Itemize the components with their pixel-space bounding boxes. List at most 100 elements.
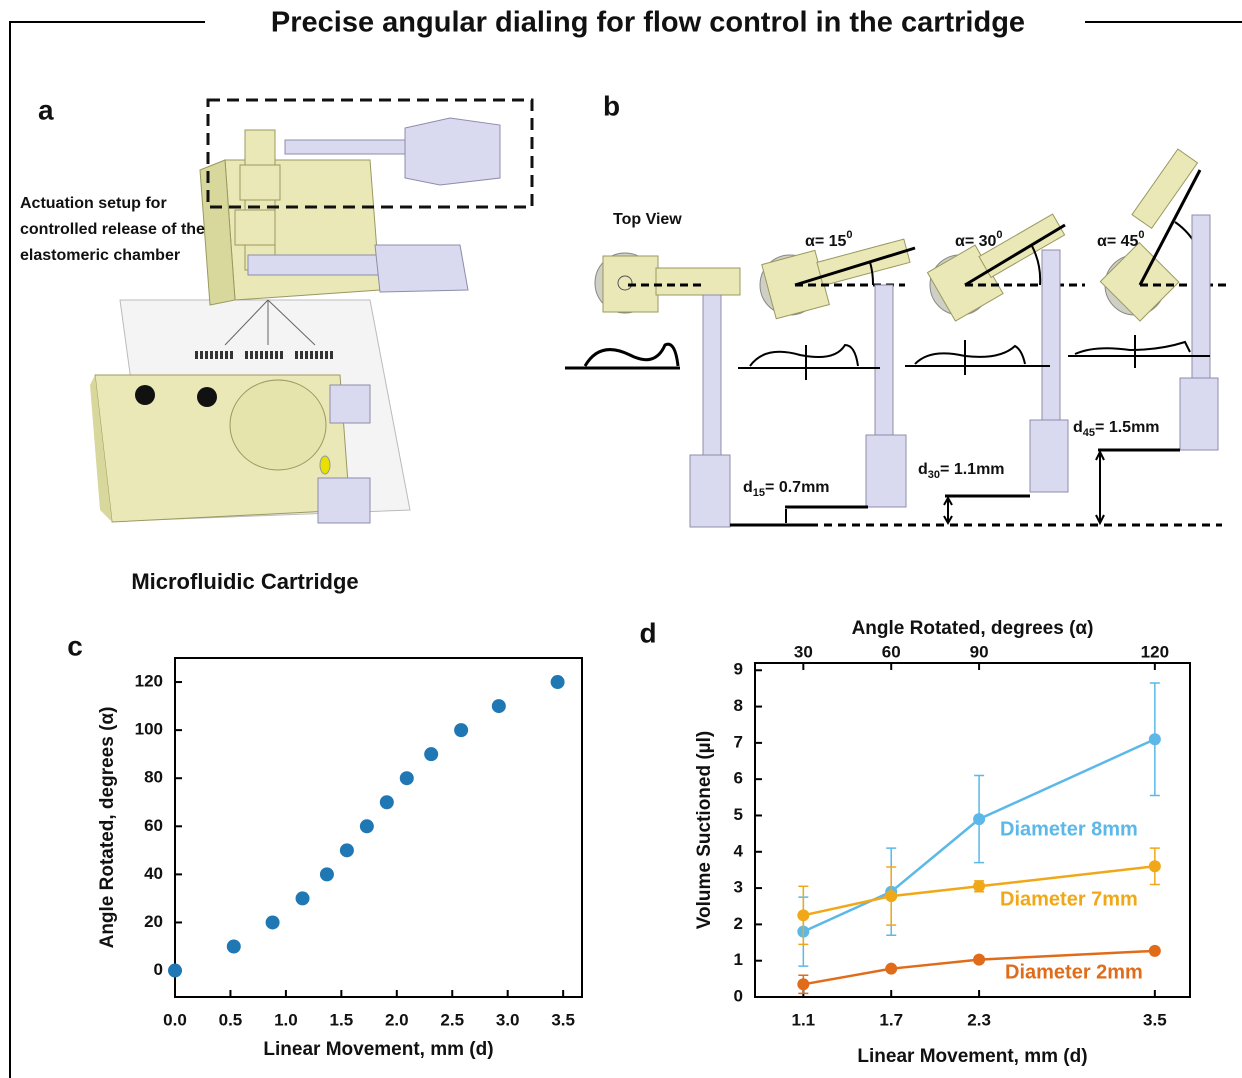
annotation: Actuation setup for <box>20 195 167 212</box>
panel-label: b <box>603 90 620 121</box>
y-tick-label: 120 <box>135 672 163 691</box>
x-tick-label: 3.5 <box>1143 1010 1167 1029</box>
distance-text: = 0.7mm <box>765 479 829 496</box>
superscript: 0 <box>1138 229 1144 241</box>
point <box>399 771 414 786</box>
point <box>454 723 469 738</box>
x-tick-label: 2.0 <box>385 1010 409 1029</box>
angle-label: α= 150 <box>805 229 853 250</box>
annotation: Top View <box>613 211 682 228</box>
distance-label: d30= 1.1mm <box>918 461 1005 481</box>
angle-text: α= 15 <box>805 233 847 250</box>
point <box>550 675 565 690</box>
y-tick-label: 80 <box>144 768 163 787</box>
y-tick-label: 20 <box>144 912 163 931</box>
x-tick-label: 3.0 <box>496 1010 520 1029</box>
point <box>1148 944 1161 957</box>
caption: Microfluidic Cartridge <box>131 569 358 594</box>
subscript: 30 <box>928 469 940 481</box>
x2-tick-label: 120 <box>1141 642 1169 661</box>
series-label: Diameter 2mm <box>1005 961 1143 983</box>
plot-frame <box>754 662 1191 998</box>
series-label: Diameter 8mm <box>1000 818 1138 840</box>
series-line <box>802 738 1156 933</box>
point <box>339 843 354 858</box>
y-tick-label: 0 <box>734 986 743 1005</box>
point <box>168 963 182 978</box>
y-tick-label: 5 <box>734 805 743 824</box>
annotation: elastomeric chamber <box>20 247 180 264</box>
point <box>973 880 986 893</box>
x2-tick-label: 60 <box>882 642 901 661</box>
y-tick-label: 0 <box>154 960 163 979</box>
y-tick-label: 3 <box>734 878 743 897</box>
point <box>1148 733 1161 746</box>
plot-frame <box>174 657 583 998</box>
superscript: 0 <box>996 229 1002 241</box>
x-axis-label: Linear Movement, mm (d) <box>263 1039 493 1060</box>
y-tick-label: 40 <box>144 864 163 883</box>
x-tick-label: 1.1 <box>792 1010 816 1029</box>
distance-text: = 1.5mm <box>1095 419 1159 436</box>
cartridge-illustration <box>90 98 534 524</box>
x2-tick-label: 90 <box>970 642 989 661</box>
panel-label: d <box>639 617 656 648</box>
series-label: Diameter 7mm <box>1000 888 1138 910</box>
distance-symbol: d <box>918 461 928 478</box>
angle-text: α= 30 <box>955 233 997 250</box>
point <box>491 699 506 714</box>
point <box>319 867 334 882</box>
distance-label: d15= 0.7mm <box>743 479 830 499</box>
x-tick-label: 0.5 <box>219 1010 243 1029</box>
y-tick-label: 7 <box>734 732 743 751</box>
x-tick-label: 1.0 <box>274 1010 298 1029</box>
series-line <box>803 865 1155 917</box>
point <box>797 978 810 991</box>
x2-axis-label: Angle Rotated, degrees (α) <box>852 618 1094 639</box>
distance-label: d45= 1.5mm <box>1073 419 1160 439</box>
point <box>1148 860 1161 873</box>
x2-tick-label: 30 <box>794 642 813 661</box>
y-tick-label: 1 <box>734 950 743 969</box>
y-tick-label: 100 <box>135 720 163 739</box>
y-tick-label: 4 <box>734 841 744 860</box>
y-tick-label: 60 <box>144 816 163 835</box>
panel-label: c <box>67 630 83 661</box>
y-axis-label: Volume Suctioned (µl) <box>694 731 715 930</box>
y-tick-label: 9 <box>734 660 743 679</box>
annotation: controlled release of the <box>20 221 205 238</box>
dial-diagram <box>565 148 1230 528</box>
x-tick-label: 1.5 <box>330 1010 354 1029</box>
frame <box>9 21 1242 1078</box>
series-line <box>803 949 1155 986</box>
x-tick-label: 0.0 <box>163 1010 187 1029</box>
y-tick-label: 8 <box>734 696 743 715</box>
angle-text: α= 45 <box>1097 233 1139 250</box>
subscript: 15 <box>753 487 765 499</box>
distance-symbol: d <box>1073 419 1083 436</box>
point <box>885 962 898 975</box>
subscript: 45 <box>1083 427 1095 439</box>
y-tick-label: 6 <box>734 769 743 788</box>
point <box>359 819 374 834</box>
point <box>424 747 439 762</box>
point <box>379 795 394 810</box>
x-tick-label: 3.5 <box>551 1010 575 1029</box>
panel-label: a <box>38 94 54 125</box>
point <box>973 953 986 966</box>
y-axis-label: Angle Rotated, degrees (α) <box>97 707 118 949</box>
distance-text: = 1.1mm <box>940 461 1004 478</box>
point <box>885 890 898 903</box>
point <box>973 813 986 826</box>
y-tick-label: 2 <box>734 914 743 933</box>
x-tick-label: 2.5 <box>440 1010 464 1029</box>
distance-symbol: d <box>743 479 753 496</box>
angle-label: α= 450 <box>1097 229 1145 250</box>
point <box>797 909 810 922</box>
x-tick-label: 2.3 <box>967 1010 991 1029</box>
point <box>295 891 310 906</box>
x-tick-label: 1.7 <box>879 1010 903 1029</box>
point <box>265 915 280 930</box>
point <box>226 939 241 954</box>
